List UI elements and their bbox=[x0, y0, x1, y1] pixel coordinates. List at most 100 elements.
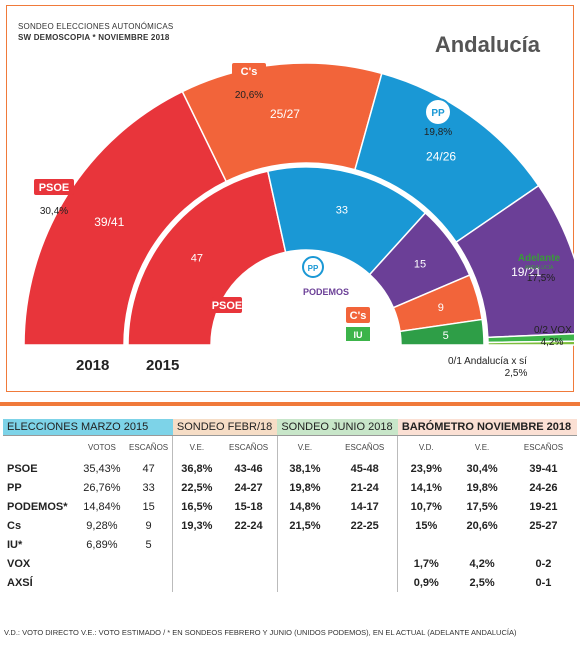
value-cell: 19,8% bbox=[276, 478, 333, 497]
pp-logo-2015 bbox=[302, 256, 324, 278]
group-header-2015: ELECCIONES MARZO 2015 bbox=[3, 419, 173, 436]
value-cell: 4,2% bbox=[469, 557, 495, 570]
value-cell bbox=[332, 573, 398, 592]
psoe-logo-2015-badge bbox=[212, 297, 242, 313]
group-header-feb18: SONDEO FEBR/18 bbox=[172, 419, 278, 436]
value-cell: 21,5% bbox=[276, 516, 333, 535]
seat-label-2015: 47 bbox=[191, 252, 203, 264]
podemos-logo-2015: PODEMOS bbox=[303, 287, 349, 297]
adelante-pct-2018: 17,5% bbox=[527, 273, 555, 284]
value-cell: 25-27 bbox=[529, 519, 558, 532]
ring-label-2015: 2015 bbox=[146, 357, 179, 374]
subheader-cell: V.E. bbox=[276, 435, 333, 459]
chart-frame bbox=[6, 5, 574, 392]
adelante-logo-sub: ANDALUCÍA bbox=[525, 264, 554, 271]
value-cell: 6,89% bbox=[86, 538, 118, 551]
pp-pct-2018: 19,8% bbox=[424, 127, 452, 138]
value-cell: 14,8% bbox=[276, 497, 333, 516]
value-cell: 19-21 bbox=[529, 500, 558, 513]
value-cell bbox=[125, 554, 173, 573]
iu-logo-2015-text: IU bbox=[354, 330, 363, 340]
seat-label-2015: 15 bbox=[414, 259, 426, 271]
party-cell: AXSÍ bbox=[7, 576, 33, 589]
table-row: AXSÍ 0,9% 2,5% 0-1 bbox=[3, 573, 577, 592]
cs-logo-2015-badge-text: C's bbox=[350, 310, 367, 322]
vox-pct-2018: 4,2% bbox=[541, 337, 564, 348]
source-line-2: SW DEMOSCOPIA * NOVIEMBRE 2018 bbox=[18, 33, 170, 42]
poll-table: ELECCIONES MARZO 2015 SONDEO FEBR/18 SON… bbox=[3, 419, 577, 592]
value-cell bbox=[172, 573, 221, 592]
subheader-cell: VOTOS bbox=[87, 443, 116, 452]
value-cell: 17,5% bbox=[466, 500, 498, 513]
table-row: VOX 1,7% 4,2% 0-2 bbox=[3, 554, 577, 573]
subheader-cell: ESCAÑOS bbox=[129, 443, 169, 452]
value-cell: 45-48 bbox=[350, 462, 379, 475]
value-cell bbox=[220, 554, 277, 573]
seat-arc-2018 bbox=[455, 184, 574, 339]
value-cell bbox=[332, 554, 398, 573]
table-row: Cs 9,28% 9 19,3% 22-24 21,5% 22-25 15% 20,6% 25-2… bbox=[3, 516, 577, 535]
value-cell: 0-1 bbox=[535, 576, 552, 589]
value-cell: 9,28% bbox=[86, 519, 118, 532]
seat-arc-2018 bbox=[487, 340, 574, 346]
party-cell: PP bbox=[7, 481, 22, 494]
party-cell: Cs bbox=[7, 519, 22, 532]
cs-pct-2018: 20,6% bbox=[235, 90, 263, 101]
pp-logo-2015-text: PP bbox=[308, 264, 319, 273]
subheader-row: VOTOS ESCAÑOS V.E. ESCAÑOS V.E. ESCAÑOS V.D. V.… bbox=[3, 435, 577, 460]
value-cell bbox=[454, 535, 510, 554]
value-cell bbox=[510, 535, 577, 554]
subheader-cell bbox=[3, 436, 79, 460]
value-cell bbox=[397, 535, 455, 554]
axsi-pct-2018: 2,5% bbox=[505, 368, 528, 379]
table-row: PODEMOS* 14,84% 15 16,5% 15-18 14,8% 14-17 10,7… bbox=[3, 497, 577, 516]
value-cell: 5 bbox=[145, 538, 152, 551]
value-cell: 15% bbox=[397, 516, 455, 535]
psoe-logo-badge bbox=[34, 179, 74, 195]
value-cell: 15 bbox=[142, 500, 155, 513]
psoe-logo-2015-badge-text: PSOE bbox=[212, 300, 243, 312]
region-title: Andalucía bbox=[434, 32, 540, 57]
table-body: VOTOS ESCAÑOS V.E. ESCAÑOS V.E. ESCAÑOS V.D. V.… bbox=[3, 435, 577, 592]
party-cell: PODEMOS* bbox=[7, 500, 68, 513]
party-cell: IU* bbox=[7, 538, 23, 551]
subheader-cell: ESCAÑOS bbox=[229, 443, 269, 452]
seat-arc-2015 bbox=[399, 318, 485, 346]
cs-logo-badge bbox=[232, 63, 266, 79]
value-cell: 39-41 bbox=[529, 462, 558, 475]
value-cell: 2,5% bbox=[469, 576, 495, 589]
seat-label-2018: 24/26 bbox=[426, 149, 456, 163]
value-cell: 26,76% bbox=[83, 481, 121, 494]
subheader-cell: V.E. bbox=[474, 443, 490, 452]
seat-label-2018: 25/27 bbox=[270, 107, 300, 121]
value-cell: 22-25 bbox=[350, 519, 379, 532]
seat-label-2015: 9 bbox=[438, 302, 444, 314]
value-cell: 16,5% bbox=[172, 497, 221, 516]
subheader-cell: ESCAÑOS bbox=[523, 443, 564, 452]
value-cell bbox=[172, 554, 221, 573]
value-cell: 24-26 bbox=[529, 481, 558, 494]
value-cell: 15-18 bbox=[234, 500, 263, 513]
value-cell: 43-46 bbox=[234, 462, 263, 475]
vox-label: 0/2 VOX bbox=[534, 325, 572, 336]
seat-label-2015: 5 bbox=[443, 330, 449, 342]
value-cell: 24-27 bbox=[234, 481, 263, 494]
source-line-1: SONDEO ELECCIONES AUTONÓMICAS bbox=[18, 22, 174, 31]
value-cell: 19,8% bbox=[466, 481, 498, 494]
value-cell: 35,43% bbox=[83, 462, 121, 475]
table-row: PSOE 35,43% 47 36,8% 43-46 38,1% 45-48 23,9% 30,… bbox=[3, 459, 577, 478]
value-cell bbox=[276, 535, 333, 554]
seat-label-2018: 39/41 bbox=[94, 215, 124, 229]
party-cell: PSOE bbox=[7, 462, 38, 475]
value-cell bbox=[332, 535, 398, 554]
party-cell: VOX bbox=[7, 557, 31, 570]
ring-label-2018: 2018 bbox=[76, 357, 109, 374]
subheader-cell: V.E. bbox=[172, 435, 221, 459]
cs-logo-badge-text: C's bbox=[241, 66, 258, 78]
value-cell: 20,6% bbox=[466, 519, 498, 532]
value-cell: 30,4% bbox=[466, 462, 498, 475]
value-cell: 21-24 bbox=[350, 481, 379, 494]
iu-logo-2015 bbox=[346, 327, 370, 341]
pp-logo bbox=[424, 98, 452, 126]
value-cell: 14,1% bbox=[397, 478, 455, 497]
